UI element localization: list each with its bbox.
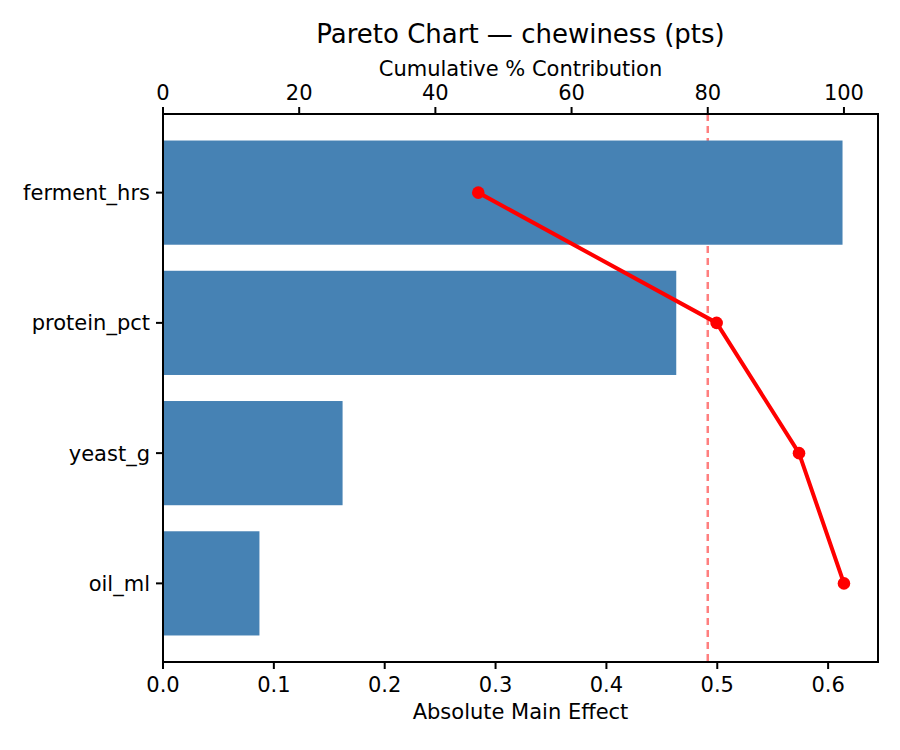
cumulative-line <box>478 193 844 584</box>
bar-ferment_hrs <box>163 141 843 245</box>
y-axis-label-ferment_hrs: ferment_hrs <box>23 181 150 206</box>
cumulative-marker-ferment_hrs <box>472 186 485 199</box>
bar-protein_pct <box>163 271 676 375</box>
x-axis-tick-label: 0.3 <box>479 673 512 697</box>
x-axis-tick-label: 0.2 <box>368 673 401 697</box>
bar-yeast_g <box>163 401 343 505</box>
top-axis-title: Cumulative % Contribution <box>379 57 663 81</box>
x-axis-tick-label: 0.4 <box>590 673 623 697</box>
y-axis-label-yeast_g: yeast_g <box>69 442 150 467</box>
chart-canvas: Pareto Chart — chewiness (pts) Cumulativ… <box>0 0 900 750</box>
y-axis-label-oil_ml: oil_ml <box>89 572 150 597</box>
top-axis-tick-label: 40 <box>422 81 449 105</box>
top-axis-tick-label: 20 <box>286 81 313 105</box>
x-axis-tick-label: 0.1 <box>257 673 290 697</box>
chart-title: Pareto Chart — chewiness (pts) <box>316 19 725 49</box>
plot-area: 0.0 0.1 0.2 0.3 0.4 0.5 0.6 0 20 40 60 80 100 ferment… <box>23 81 878 697</box>
x-axis-title: Absolute Main Effect <box>413 700 629 724</box>
cumulative-marker-yeast_g <box>793 447 806 460</box>
top-axis-tick-label: 0 <box>156 81 169 105</box>
x-axis-tick-label: 0.5 <box>701 673 734 697</box>
x-axis-tick-label: 0.0 <box>146 673 179 697</box>
cumulative-marker-oil_ml <box>838 577 851 590</box>
top-axis-tick-label: 60 <box>558 81 585 105</box>
top-axis-tick-label: 100 <box>824 81 864 105</box>
y-axis-label-protein_pct: protein_pct <box>32 311 150 336</box>
bar-oil_ml <box>163 531 259 635</box>
top-axis-tick-label: 80 <box>694 81 721 105</box>
pareto-chart: Pareto Chart — chewiness (pts) Cumulativ… <box>0 0 900 750</box>
cumulative-marker-protein_pct <box>710 317 723 330</box>
x-axis-tick-label: 0.6 <box>811 673 844 697</box>
